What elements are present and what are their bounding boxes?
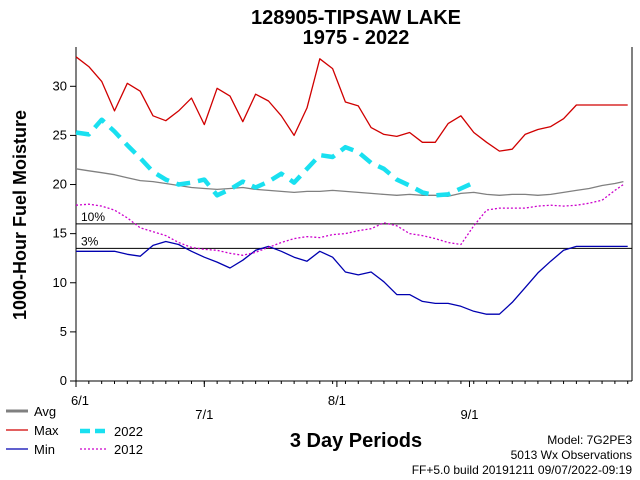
- chart-title: 128905-TIPSAW LAKE: [251, 7, 461, 29]
- series-line-avg: [75, 168, 624, 197]
- series-line-2012: [75, 183, 624, 256]
- x-tick-label: 9/1: [460, 407, 478, 422]
- legend-label-max: Max: [34, 423, 59, 438]
- y-tick-label: 10: [53, 275, 67, 290]
- reference-line-label: 10%: [81, 210, 105, 224]
- footer-build: FF+5.0 build 20191211 09/07/2022-09:19: [412, 463, 633, 477]
- reference-line-label: 3%: [81, 234, 99, 248]
- plot-area: 0 5 10 15 20 25 30 6/1 7/1 8/1 9/1 10% 3%: [53, 47, 633, 422]
- x-tick-label: 8/1: [328, 393, 346, 408]
- legend-label-avg: Avg: [34, 404, 56, 419]
- x-axis-label: 3 Day Periods: [290, 430, 422, 452]
- y-tick-label: 25: [53, 127, 67, 142]
- y-tick-label: 15: [53, 226, 67, 241]
- legend: Avg Max Min 2022 2012: [6, 404, 143, 457]
- y-tick-label: 0: [60, 373, 67, 388]
- legend-label-2012: 2012: [114, 442, 143, 457]
- x-tick-label: 6/1: [71, 393, 89, 408]
- series-line-max: [75, 56, 628, 152]
- chart-subtitle: 1975 - 2022: [303, 27, 410, 49]
- x-tick-label: 7/1: [195, 407, 213, 422]
- series-line-min: [76, 240, 628, 315]
- footer-observations: 5013 Wx Observations: [511, 448, 632, 462]
- y-tick-label: 5: [60, 324, 67, 339]
- legend-label-2022: 2022: [114, 424, 143, 439]
- y-tick-label: 30: [53, 78, 67, 93]
- footer-model: Model: 7G2PE3: [547, 433, 632, 447]
- y-axis-label: 1000-Hour Fuel Moisture: [10, 110, 30, 320]
- series-line-2022: [75, 117, 475, 198]
- legend-label-min: Min: [34, 442, 55, 457]
- y-tick-label: 20: [53, 177, 67, 192]
